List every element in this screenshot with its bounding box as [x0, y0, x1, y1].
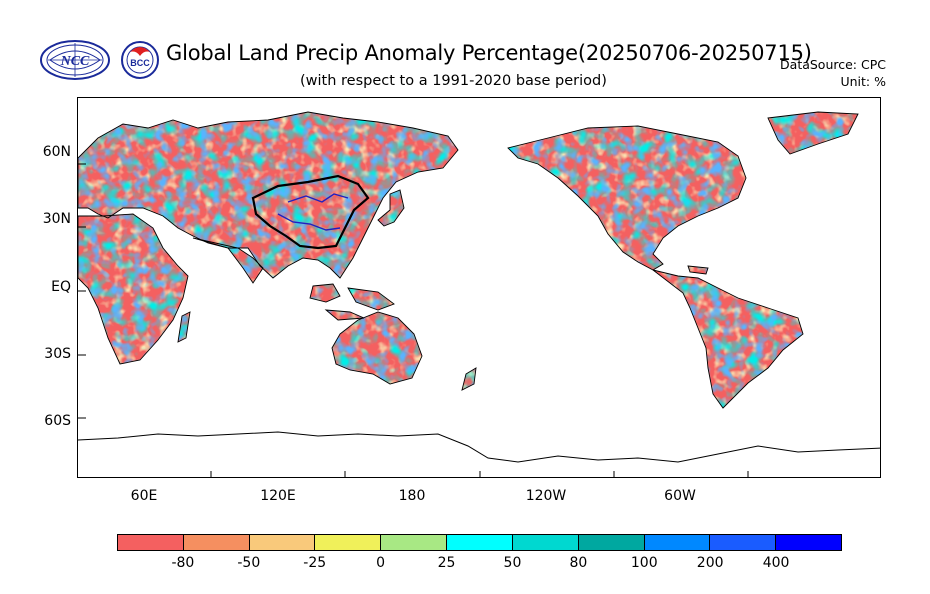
colorbar-swatch: [512, 535, 579, 550]
yangtze-river: [277, 213, 341, 231]
antarctica-outline: [78, 431, 880, 463]
colorbar-swatch: [183, 535, 250, 550]
land-anomaly-field: [78, 112, 858, 408]
datasource-label: DataSource: CPC: [780, 57, 886, 72]
colorbar-tick-label: 100: [630, 555, 658, 571]
axis-ticks: [78, 163, 749, 477]
ncc-logo-text: NCC: [60, 54, 90, 69]
colorbar-swatch: [447, 535, 513, 550]
colorbar-tick-label: -25: [303, 555, 327, 571]
colorbar-tick-label: 80: [569, 555, 588, 571]
datasource-block: DataSource: CPC Unit: %: [780, 56, 886, 90]
colorbar-tick-label: 25: [437, 555, 456, 571]
colorbar-swatch: [710, 535, 777, 550]
colorbar: [117, 534, 842, 551]
yellow-river: [287, 193, 349, 203]
chart-subtitle: (with respect to a 1991-2020 base period…: [300, 73, 607, 89]
x-tick-label: 120E: [260, 488, 296, 504]
y-tick-label: 60N: [42, 144, 71, 161]
ncc-logo: NCC: [40, 40, 110, 80]
y-tick-label: 30N: [42, 211, 71, 228]
china-boundary: [251, 174, 370, 250]
colorbar-swatch: [644, 535, 711, 550]
unit-label: Unit: %: [840, 74, 886, 89]
y-tick-label: EQ: [51, 278, 71, 295]
colorbar-swatch: [381, 535, 448, 550]
bcc-logo: BCC: [121, 41, 159, 79]
colorbar-swatch: [578, 535, 645, 550]
colorbar-tick-label: -50: [237, 555, 261, 571]
chart-title: Global Land Precip Anomaly Percentage(20…: [166, 41, 812, 65]
colorbar-tick-label: -80: [171, 555, 195, 571]
colorbar-swatch: [776, 535, 841, 550]
map-panel: [77, 97, 881, 478]
y-tick-label: 60S: [44, 412, 71, 429]
colorbar-tick-label: 400: [762, 555, 790, 571]
map-canvas: [78, 111, 880, 477]
colorbar-swatch: [249, 535, 316, 550]
x-tick-label: 60W: [664, 488, 696, 504]
colorbar-swatch: [315, 535, 382, 550]
colorbar-swatch: [118, 535, 184, 550]
y-tick-label: 30S: [44, 345, 71, 362]
bcc-logo-text: BCC: [130, 58, 150, 68]
colorbar-tick-label: 0: [376, 555, 386, 571]
x-tick-label: 180: [398, 488, 426, 504]
x-tick-label: 60E: [130, 488, 158, 504]
x-tick-label: 120W: [525, 488, 567, 504]
colorbar-tick-label: 50: [503, 555, 522, 571]
colorbar-tick-label: 200: [696, 555, 724, 571]
